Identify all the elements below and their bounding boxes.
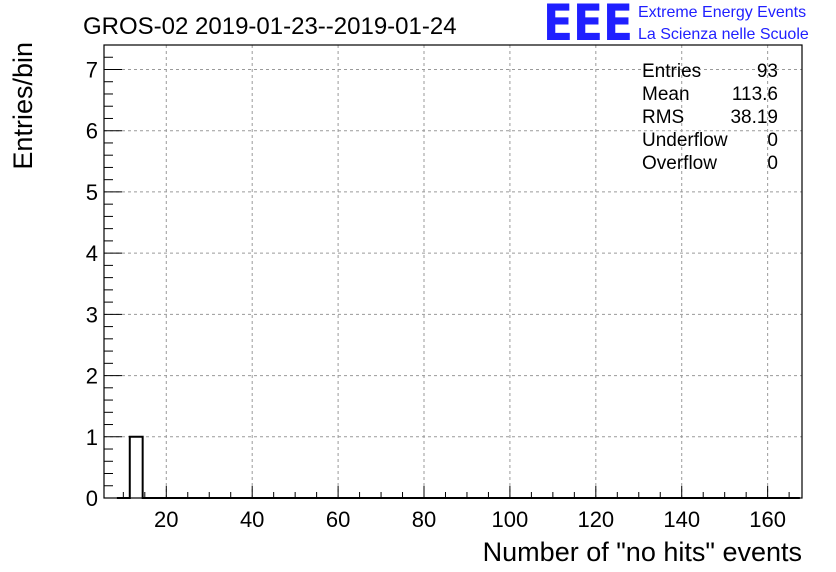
- histogram-bin: [738, 437, 744, 498]
- histogram-bin: [641, 253, 647, 498]
- y-tick-label: 5: [86, 180, 98, 205]
- y-tick-label: 2: [86, 364, 98, 389]
- x-tick-label: 80: [412, 507, 436, 532]
- histogram-bin: [634, 314, 640, 498]
- stats-value-entries: 93: [757, 61, 778, 82]
- y-tick-label: 0: [86, 486, 98, 511]
- histogram-bin: [196, 437, 202, 498]
- x-axis-title: Number of "no hits" events: [483, 537, 802, 567]
- histogram-bin: [306, 437, 312, 498]
- histogram-bin: [628, 314, 634, 498]
- stats-value-overflow: 0: [767, 153, 778, 174]
- stats-label-overflow: Overflow: [642, 153, 717, 174]
- chart-title: GROS-02 2019-01-23--2019-01-24: [83, 13, 457, 40]
- histogram-bin: [725, 437, 731, 498]
- stats-value-mean: 113.6: [732, 84, 778, 105]
- histogram-bin: [190, 437, 196, 498]
- histogram-bin: [576, 437, 582, 498]
- logo-mark: EEE: [543, 0, 633, 52]
- histogram-bin: [351, 437, 357, 498]
- axis-ticks: 20 40 60 80 100 120 140 160 0 1 2 3 4 5 6 7: [86, 44, 790, 532]
- histogram-bin: [338, 437, 344, 498]
- histogram-bin: [609, 253, 615, 498]
- histogram-bin: [731, 314, 737, 498]
- stats-label-rms: RMS: [642, 107, 684, 128]
- y-tick-label: 3: [86, 302, 98, 327]
- plot-frame: [104, 45, 802, 498]
- x-tick-label: 140: [663, 507, 700, 532]
- grid-layer: [104, 45, 802, 498]
- stats-label-underflow: Underflow: [642, 130, 728, 151]
- histogram-bin: [177, 437, 183, 498]
- histogram-bin: [673, 253, 679, 498]
- stats-value-rms: 38.19: [730, 107, 778, 128]
- y-tick-label: 7: [86, 57, 98, 82]
- histogram-bin: [551, 376, 557, 498]
- histogram-bin: [319, 376, 325, 498]
- histogram-bin: [654, 437, 660, 498]
- histogram-bin: [261, 437, 267, 498]
- stats-value-underflow: 0: [767, 130, 778, 151]
- histogram-bin: [525, 376, 531, 498]
- histogram-bin: [454, 437, 460, 498]
- y-tick-label: 6: [86, 119, 98, 144]
- x-tick-label: 160: [749, 507, 786, 532]
- histogram-bin: [396, 437, 402, 498]
- x-tick-label: 40: [240, 507, 264, 532]
- histogram-bin: [486, 376, 492, 498]
- histogram-bin: [615, 314, 621, 498]
- histogram-bin: [357, 376, 363, 498]
- histogram-bin: [705, 437, 711, 498]
- histogram-bin: [699, 376, 705, 498]
- histogram-bin: [409, 437, 415, 498]
- y-tick-label: 4: [86, 241, 98, 266]
- y-axis-title: Entries/bin: [8, 42, 38, 170]
- plot-border: [103, 44, 803, 499]
- logo-line2: La Scienza nelle Scuole: [638, 26, 809, 43]
- histogram-bin: [422, 437, 428, 498]
- x-tick-label: 100: [492, 507, 529, 532]
- y-tick-label: 1: [86, 425, 98, 450]
- histogram-bin: [712, 314, 718, 498]
- histogram-bin: [667, 314, 673, 498]
- x-tick-label: 60: [326, 507, 350, 532]
- x-tick-label: 120: [577, 507, 614, 532]
- histogram-bin: [493, 437, 499, 498]
- x-tick-label: 20: [154, 507, 178, 532]
- histogram-bin: [136, 437, 142, 498]
- histogram-bin: [583, 437, 589, 498]
- histogram-bin: [596, 376, 602, 498]
- histogram-bin: [589, 253, 595, 498]
- histogram-bin: [564, 376, 570, 498]
- histogram-bin: [686, 376, 692, 498]
- histogram-bin: [718, 376, 724, 498]
- histogram-bin: [692, 437, 698, 498]
- logo-line1: Extreme Energy Events: [638, 4, 806, 21]
- histogram-bin: [241, 437, 247, 498]
- histogram-bin: [660, 314, 666, 498]
- stats-label-entries: Entries: [642, 61, 701, 82]
- histogram-bin: [267, 437, 273, 498]
- histogram-bin: [763, 437, 769, 498]
- histogram-bin: [130, 437, 136, 498]
- stats-label-mean: Mean: [642, 84, 690, 105]
- histogram-bin: [647, 253, 653, 498]
- histogram-bin: [164, 437, 170, 498]
- histogram-bin: [248, 437, 254, 498]
- eee-logo: EEE Extreme Energy Events La Scienza nel…: [543, 0, 809, 52]
- stats-box: Entries 93 Mean 113.6 RMS 38.19 Underflo…: [642, 61, 778, 174]
- histogram-bin: [602, 314, 608, 498]
